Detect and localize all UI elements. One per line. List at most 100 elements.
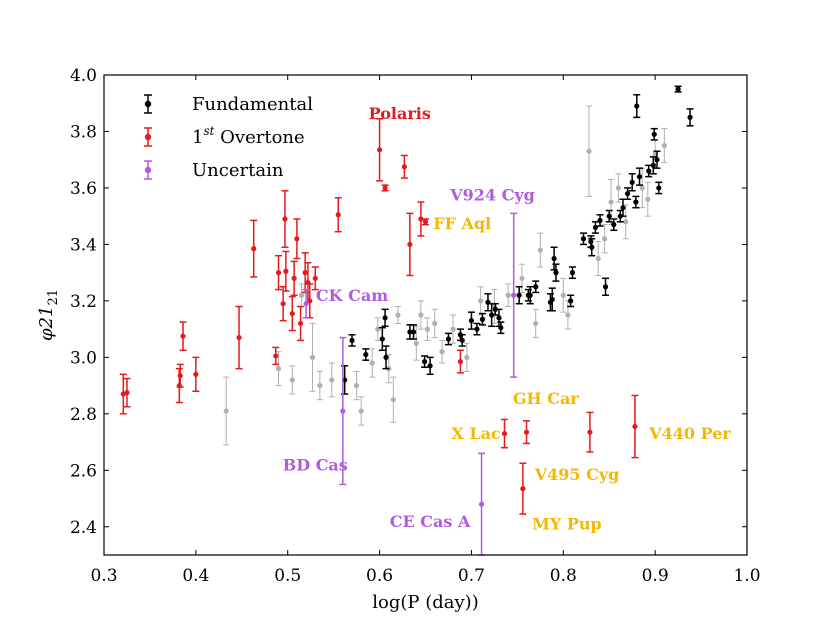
fundamental-point-33 [588,238,596,257]
y-axis-ticks: 2.4 2.6 2.8 3.0 3.2 3.4 3.6 3.8 4.0 [70,66,747,538]
overtone-point-15 [293,218,301,260]
overtone-point-28 [456,349,464,374]
overtone-marker [401,164,407,170]
annotation-ce-cas-a: CE Cas A [390,512,471,531]
fundamental-marker [445,336,452,342]
overtone-marker [297,320,304,327]
fundamental-marker [646,168,652,174]
legend-marker [144,133,152,141]
background-marker [586,148,592,154]
uncertain-point-2 [478,452,486,556]
fundamental-point-9 [426,356,434,376]
x-tick-label-5: 0.8 [550,566,577,586]
background-marker [639,185,645,191]
fundamental-marker [383,354,389,360]
fundamental-marker [634,103,640,109]
background-marker [450,326,456,332]
background-marker [560,292,566,298]
fundamental-marker [533,284,539,290]
uncertain-marker [303,301,309,307]
background-point-23 [505,283,512,308]
fundamental-marker [620,205,626,211]
fundamental-marker [602,284,609,290]
fundamental-marker [379,336,385,342]
fundamental-point-10 [444,332,452,346]
background-marker [329,377,335,383]
background-marker [289,377,295,383]
background-point-33 [615,173,622,203]
background-point-6 [328,362,335,398]
annotation-bd-cas: BD Cas [283,455,348,474]
plot-frame [103,74,748,556]
fundamental-point-26 [548,287,556,312]
overtone-point-1 [123,377,131,408]
overtone-marker [251,246,257,252]
background-marker [464,354,470,360]
background-marker [602,236,608,242]
annotation-my-pup: MY Pup [532,515,602,534]
y-tick-label-5: 3.4 [70,235,97,255]
fundamental-marker [656,185,662,191]
overtone-marker [275,270,282,276]
overtone-marker [587,429,593,435]
legend-label: Fundamental [192,94,313,115]
fundamental-marker [479,316,486,322]
background-marker [478,298,484,304]
fundamental-marker [421,358,428,365]
overtone-marker [282,216,288,222]
overtone-point-16 [297,305,305,342]
fundamental-point-38 [610,218,618,232]
overtone-marker [236,334,242,341]
background-marker [432,320,438,327]
fundamental-point-21 [515,286,523,305]
fundamental-marker [492,306,498,312]
fundamental-point-28 [552,263,560,282]
x-axis-ticks: 0.3 0.4 0.5 0.6 0.7 0.8 0.9 1.0 [90,75,761,586]
uncertain-marker [511,292,517,298]
fundamental-point-50 [650,127,658,141]
fundamental-point-37 [605,209,613,223]
background-point-21 [477,286,484,316]
overtone-point-14 [290,260,298,296]
fundamental-point-48 [653,150,661,169]
fundamental-marker [407,329,413,335]
background-marker [615,185,622,191]
uncertain-marker [340,408,346,414]
fundamental-marker [553,270,559,276]
y-tick-label-4: 3.2 [70,292,97,312]
background-point-34 [622,204,629,240]
background-point-17 [431,308,438,339]
fundamental-marker [549,296,555,303]
fundamental-point-14 [473,322,481,336]
fundamental-point-31 [579,232,587,246]
fundamental-point-12 [458,334,466,347]
background-marker [519,275,525,281]
fundamental-marker [651,131,657,137]
fundamental-marker [589,244,595,250]
fundamental-point-40 [619,198,627,217]
fundamental-point-43 [632,195,640,209]
fundamental-point-42 [628,173,636,192]
y-tick-label-6: 3.6 [70,179,97,199]
overtone-marker [283,268,289,274]
fundamental-marker [611,222,617,228]
overtone-marker [273,353,279,359]
overtone-point-21 [334,197,342,233]
annotation-polaris: Polaris [369,104,431,123]
background-point-4 [309,322,316,392]
fundamental-point-8 [421,355,429,368]
y-tick-label-3: 3.0 [70,348,97,368]
overtone-point-22 [376,118,384,182]
background-marker [418,312,424,318]
background-point-20 [463,342,470,372]
fundamental-point-1 [348,334,356,347]
background-point-38 [661,128,668,164]
legend-label: 1st Overtone [192,124,305,148]
overtone-marker [422,219,429,225]
fundamental-marker [496,315,502,321]
x-tick-label-2: 0.5 [274,566,301,586]
y-axis-title: φ2121 [36,289,61,341]
fundamental-marker [551,255,557,262]
fundamental-marker [597,217,603,224]
